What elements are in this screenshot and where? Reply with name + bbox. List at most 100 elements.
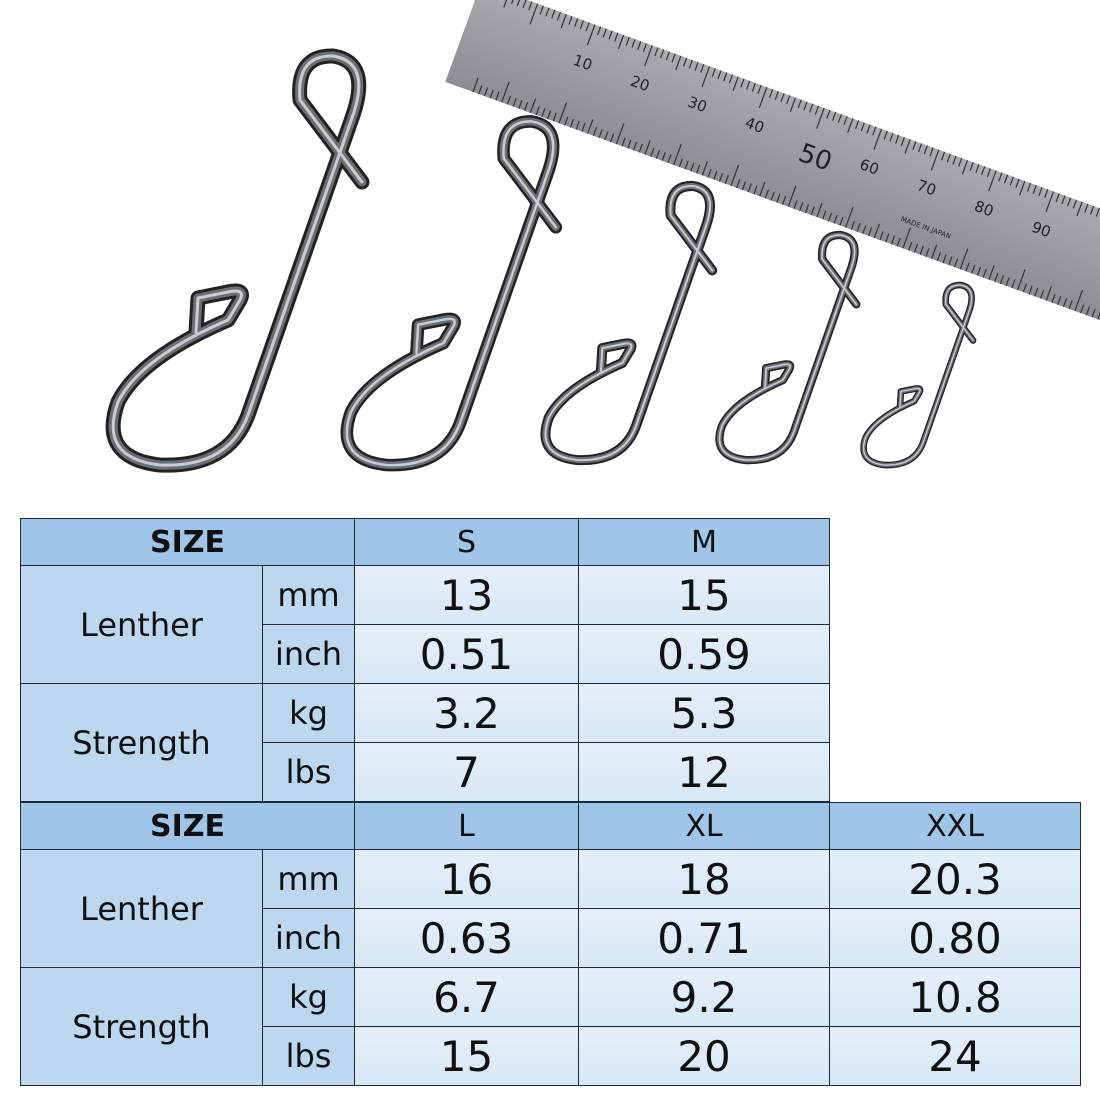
ruler-tick bbox=[1022, 283, 1027, 293]
ruler-tick bbox=[900, 137, 906, 146]
ruler-tick bbox=[678, 158, 684, 168]
ruler-label: 20 bbox=[628, 72, 652, 95]
ruler-tick bbox=[998, 172, 1003, 182]
ruler-tick bbox=[1044, 189, 1049, 199]
ruler-tick bbox=[495, 91, 500, 101]
ruler-tick bbox=[637, 41, 642, 50]
ruler-tick bbox=[740, 78, 745, 88]
ruler-tick bbox=[614, 32, 619, 42]
ruler-tick bbox=[1076, 201, 1083, 217]
ruler-tick bbox=[1015, 178, 1020, 188]
ruler-tick bbox=[879, 231, 884, 241]
ruler-tick bbox=[654, 47, 659, 57]
ruler-tick bbox=[839, 216, 844, 226]
ruler-tick bbox=[581, 122, 586, 132]
ruler-tick bbox=[585, 22, 590, 32]
ruler-tick bbox=[673, 144, 682, 166]
ruler-label: 60 bbox=[857, 155, 881, 178]
ruler-tick bbox=[1032, 184, 1037, 194]
ruler-tick bbox=[843, 116, 848, 126]
ruler-tick bbox=[713, 170, 718, 180]
ruler-tick bbox=[660, 49, 665, 59]
value-cell: 20 bbox=[578, 1026, 831, 1086]
ruler-tick bbox=[1061, 195, 1066, 205]
value-cell: 0.59 bbox=[578, 624, 831, 684]
ruler-tick bbox=[936, 252, 941, 262]
ruler-tick bbox=[642, 43, 648, 52]
value-cell: 0.80 bbox=[829, 908, 1082, 968]
ruler-tick bbox=[982, 268, 987, 278]
ruler-tick bbox=[690, 162, 695, 172]
ruler-tick bbox=[512, 97, 517, 107]
ruler-label: 40 bbox=[743, 114, 767, 137]
ruler-tick bbox=[682, 57, 688, 67]
ruler-tick bbox=[558, 102, 568, 124]
value-cell: 0.63 bbox=[354, 908, 580, 968]
ruler-tick bbox=[797, 99, 802, 109]
ruler-tick bbox=[976, 266, 982, 276]
ruler-tick bbox=[564, 116, 569, 126]
unit-kg: kg bbox=[261, 967, 356, 1027]
ruler-tick bbox=[757, 84, 762, 94]
ruler-tick bbox=[866, 124, 871, 134]
ruler-tick bbox=[952, 155, 957, 165]
ruler-tick bbox=[883, 130, 888, 140]
ruler-tick bbox=[1019, 180, 1026, 196]
ruler-tick bbox=[717, 70, 722, 80]
ruler-tick bbox=[718, 172, 724, 182]
ruler-tick bbox=[919, 245, 924, 255]
ruler-tick bbox=[1067, 197, 1072, 207]
ruler-tick bbox=[610, 133, 615, 143]
ruler-tick bbox=[541, 108, 546, 118]
ruler-tick bbox=[574, 18, 579, 27]
snap-clip bbox=[540, 180, 718, 466]
ruler-tick bbox=[489, 89, 494, 99]
ruler-tick bbox=[832, 111, 837, 121]
ruler-label: 70 bbox=[915, 176, 939, 199]
value-cell: 5.3 bbox=[578, 683, 831, 743]
ruler-tick bbox=[568, 15, 573, 25]
ruler-tick bbox=[856, 223, 861, 232]
ruler-tick bbox=[1026, 182, 1032, 192]
ruler-tick bbox=[923, 145, 928, 155]
value-cell: 0.71 bbox=[578, 908, 831, 968]
ruler-tick bbox=[965, 262, 970, 272]
ruler-tick bbox=[472, 77, 479, 93]
ruler-label: 30 bbox=[685, 93, 709, 116]
ruler-tick bbox=[522, 0, 527, 9]
ruler-tick bbox=[873, 128, 883, 150]
unit-inch: inch bbox=[261, 908, 356, 968]
ruler-tick bbox=[511, 0, 516, 4]
ruler-tick bbox=[1028, 285, 1033, 295]
ruler-tick bbox=[860, 122, 865, 132]
ruler-tick bbox=[631, 38, 636, 48]
ruler-tick bbox=[827, 212, 833, 222]
ruler-tick bbox=[621, 137, 626, 147]
ruler-tick bbox=[1045, 286, 1052, 301]
ruler-tick bbox=[895, 134, 900, 144]
ruler-tick bbox=[751, 82, 756, 92]
ruler-tick bbox=[546, 110, 552, 120]
ruler-tick bbox=[535, 106, 540, 116]
ruler-tick bbox=[780, 93, 785, 103]
ruler-tick bbox=[1095, 207, 1100, 217]
ruler-tick bbox=[1057, 296, 1062, 305]
ruler-tick bbox=[1038, 187, 1043, 196]
ruler-tick bbox=[516, 0, 521, 7]
ruler-tick bbox=[833, 214, 838, 224]
strength-label: Strength bbox=[20, 967, 263, 1086]
value-cell: 12 bbox=[578, 742, 831, 802]
ruler-tick bbox=[711, 68, 716, 78]
value-cell: 24 bbox=[829, 1026, 1082, 1086]
value-cell: 0.51 bbox=[354, 624, 580, 684]
ruler-tick bbox=[889, 132, 894, 142]
ruler-tick bbox=[931, 244, 938, 260]
ruler-tick bbox=[770, 191, 775, 201]
ruler-tick bbox=[768, 89, 774, 98]
ruler-tick bbox=[988, 170, 997, 192]
ruler-tick bbox=[598, 129, 603, 139]
ruler-tick bbox=[753, 185, 758, 195]
ruler-tick bbox=[1005, 277, 1010, 287]
ruler-tick bbox=[994, 273, 999, 282]
ruler-tick bbox=[896, 237, 901, 247]
